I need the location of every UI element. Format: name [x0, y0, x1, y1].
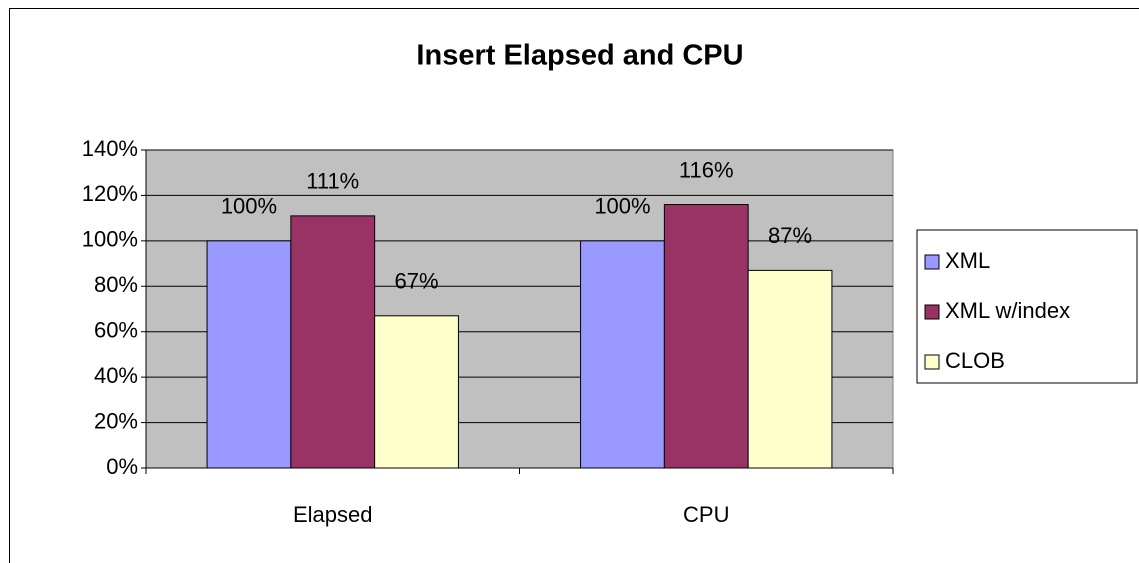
- y-tick-label: 0%: [106, 454, 138, 479]
- y-tick-label: 120%: [82, 181, 138, 206]
- bar: [290, 215, 376, 469]
- legend-box: [916, 229, 1138, 384]
- bar: [374, 315, 459, 469]
- data-label: 111%: [306, 169, 359, 194]
- y-tick-label: 140%: [82, 136, 138, 161]
- data-label: 67%: [395, 269, 439, 294]
- y-tick-label: 100%: [82, 227, 138, 252]
- data-label: 100%: [594, 194, 650, 219]
- legend-swatch: [924, 304, 940, 320]
- y-tick-label: 80%: [94, 272, 138, 297]
- data-label: 116%: [679, 157, 734, 182]
- data-label: 100%: [221, 194, 277, 219]
- bar: [206, 240, 292, 469]
- legend-swatch: [924, 254, 940, 270]
- y-tick-label: 60%: [94, 318, 138, 343]
- y-tick-label: 40%: [94, 363, 138, 388]
- x-tick-label: CPU: [683, 502, 729, 527]
- x-tick-label: Elapsed: [293, 502, 373, 527]
- legend-label: XML w/index: [945, 298, 1070, 323]
- y-tick-label: 20%: [94, 408, 138, 433]
- chart-title: Insert Elapsed and CPU: [416, 40, 743, 72]
- data-label: 87%: [768, 223, 812, 248]
- bar: [747, 269, 833, 469]
- bar: [663, 204, 749, 469]
- bar: [580, 240, 665, 469]
- legend-label: XML: [945, 248, 990, 273]
- legend-label: CLOB: [945, 348, 1005, 373]
- legend-swatch: [924, 354, 940, 370]
